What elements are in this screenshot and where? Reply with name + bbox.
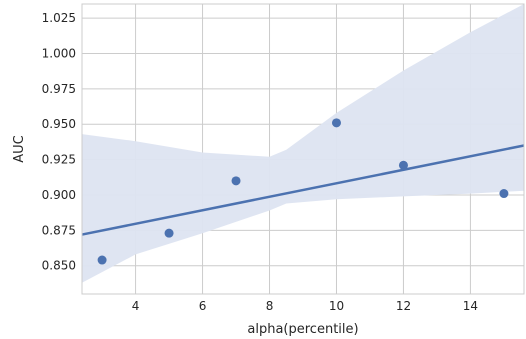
- x-tick-label-5: 14: [463, 299, 478, 313]
- x-tick-label-2: 8: [266, 299, 274, 313]
- x-tick-labels: 4 6 8 10 12 14: [132, 299, 478, 313]
- data-points: [97, 118, 509, 265]
- x-tick-label-4: 12: [396, 299, 411, 313]
- regression-line: [81, 144, 525, 236]
- data-point-0: [97, 255, 107, 265]
- x-axis-label: alpha(percentile): [247, 322, 358, 337]
- y-tick-label-2: 0.900: [42, 188, 76, 202]
- y-tick-label-1: 0.875: [42, 223, 76, 237]
- y-tick-label-4: 0.950: [42, 117, 76, 131]
- y-tick-label-6: 1.000: [42, 47, 76, 61]
- data-point-3: [331, 118, 341, 128]
- data-point-4: [398, 160, 408, 170]
- x-tick-label-3: 10: [329, 299, 344, 313]
- plot-frame: [81, 3, 525, 295]
- y-tick-label-5: 0.975: [42, 82, 76, 96]
- y-axis-label: AUC: [12, 135, 27, 163]
- x-tick-label-1: 6: [199, 299, 207, 313]
- confidence-band: [82, 4, 524, 283]
- y-tick-label-0: 0.850: [42, 259, 76, 273]
- data-point-5: [499, 189, 509, 199]
- y-tick-label-7: 1.025: [42, 11, 76, 25]
- y-tick-labels: 0.850 0.875 0.900 0.925 0.950 0.975 1.000 1.025: [42, 11, 76, 273]
- x-tick-label-0: 4: [132, 299, 140, 313]
- data-point-2: [231, 176, 241, 186]
- y-tick-label-3: 0.925: [42, 153, 76, 167]
- data-point-1: [164, 228, 174, 238]
